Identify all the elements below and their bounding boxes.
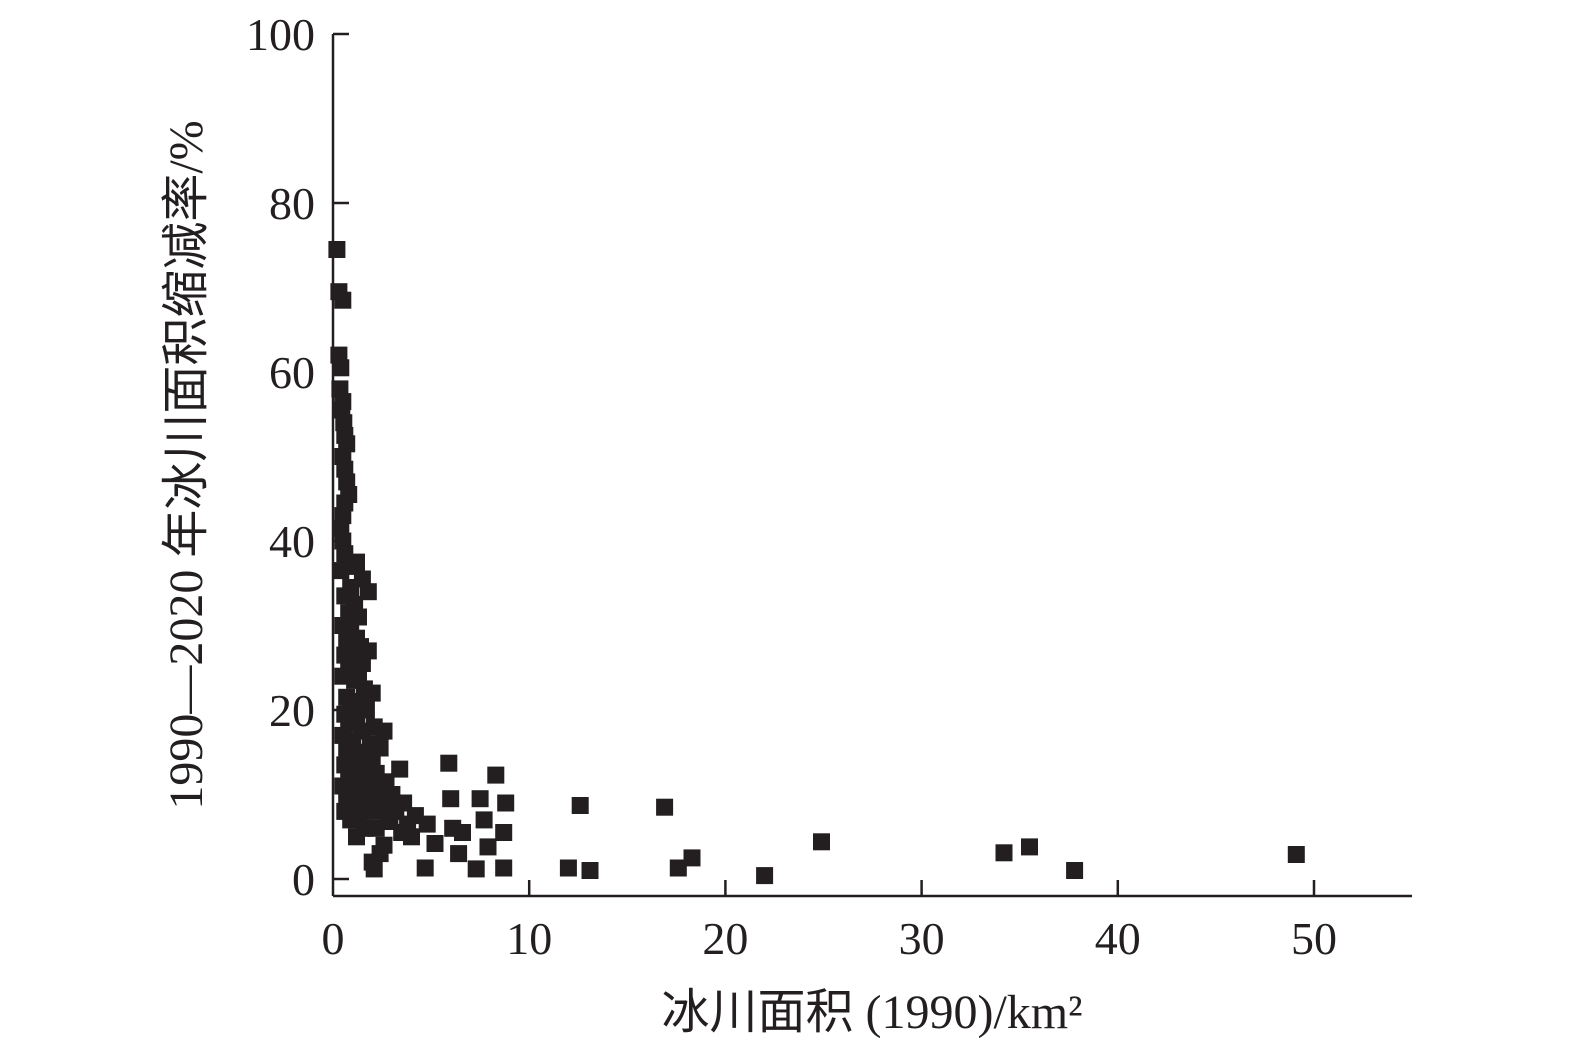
x-tick-label: 10 [506,913,552,964]
y-tick-label: 40 [269,516,315,567]
data-point [416,859,434,877]
y-tick-label: 20 [269,685,315,736]
data-point [450,845,468,863]
x-axis-title: 冰川面积 (1990)/km² [661,986,1082,1039]
data-point [334,291,352,309]
y-tick-label: 80 [269,178,315,229]
data-point [391,760,409,778]
data-points [328,241,1305,885]
data-point [683,849,701,867]
y-tick-label: 60 [269,347,315,398]
data-point [467,860,485,878]
x-tick-label: 30 [899,913,945,964]
data-point [656,798,674,816]
data-point [495,824,513,841]
data-point [381,813,399,830]
x-tick-label: 40 [1095,913,1141,964]
data-point [442,790,460,808]
x-ticks: 0 10 20 30 40 50 [322,880,1337,964]
data-point [479,838,497,856]
data-point [418,815,436,833]
data-point [454,824,471,841]
data-point [403,828,420,846]
data-point [756,867,774,885]
y-axis-title: 1990—2020 年冰川面积缩减率/% [160,120,213,809]
x-tick-label: 50 [1291,913,1337,964]
data-point [363,802,381,820]
x-tick-label: 20 [702,913,748,964]
data-point [328,241,346,258]
data-point [342,811,360,829]
y-axis: 0 20 40 60 80 100 [246,9,349,905]
data-point [332,562,350,580]
data-point [348,828,365,846]
data-point [1287,846,1305,863]
data-point [475,811,493,829]
data-point [359,583,377,601]
data-point [669,859,687,877]
y-tick-label: 0 [292,854,315,905]
data-point [487,766,505,784]
x-tick-label: 0 [322,913,345,964]
data-point [559,859,577,877]
data-point [365,860,383,878]
data-point [995,844,1013,862]
data-point [813,833,830,851]
data-point [1066,862,1084,879]
data-point [581,862,599,879]
x-axis: 0 10 20 30 40 50 [322,880,1412,964]
data-point [471,790,489,808]
data-point [497,794,515,812]
data-point [375,722,393,740]
y-tick-label: 100 [246,9,315,60]
data-point [571,797,589,814]
data-point [1021,838,1038,856]
data-point [426,835,444,852]
data-point [440,754,458,772]
data-point [332,359,350,377]
data-point [495,859,513,877]
